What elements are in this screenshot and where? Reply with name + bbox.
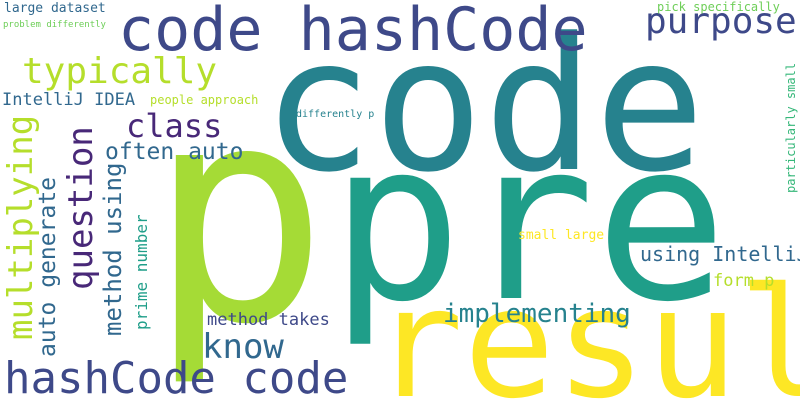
word-question: question xyxy=(61,126,101,290)
word-auto-generate: auto generate xyxy=(35,176,61,357)
word-using-intellij: using IntelliJ xyxy=(640,242,800,266)
word-differently-p: differently p xyxy=(296,109,375,120)
word-people-approach: people approach xyxy=(150,93,259,107)
word-particularly-small: particularly small xyxy=(784,62,798,193)
word-result: result xyxy=(372,255,800,400)
word-prime-number: prime number xyxy=(132,214,151,330)
word-large-dataset: large dataset xyxy=(4,1,106,16)
word-class: class xyxy=(126,107,223,145)
word-purpose: purpose xyxy=(645,1,797,42)
word-typically: typically xyxy=(22,51,218,92)
word-small-large: small large xyxy=(518,228,605,243)
word-code: code xyxy=(262,0,706,213)
word-pick-specifically: pick specifically xyxy=(657,0,780,14)
word-hashcode-code: hashCode code xyxy=(4,353,349,400)
word-often-auto: often auto xyxy=(105,139,244,165)
word-form-p: form p xyxy=(713,271,775,291)
word-problem-differently: problem differently xyxy=(3,20,106,30)
word-multiplying: multiplying xyxy=(1,114,41,340)
word-intellij-idea: IntelliJ IDEA xyxy=(2,90,136,110)
word-implementing: implementing xyxy=(443,299,631,329)
word-method-takes: method takes xyxy=(207,310,330,330)
word-pre: pre xyxy=(330,94,728,350)
word-know: know xyxy=(202,327,284,367)
word-code-hashcode: code hashCode xyxy=(118,0,588,65)
word-method-using: method using xyxy=(99,162,127,336)
word-p: p xyxy=(148,41,329,390)
